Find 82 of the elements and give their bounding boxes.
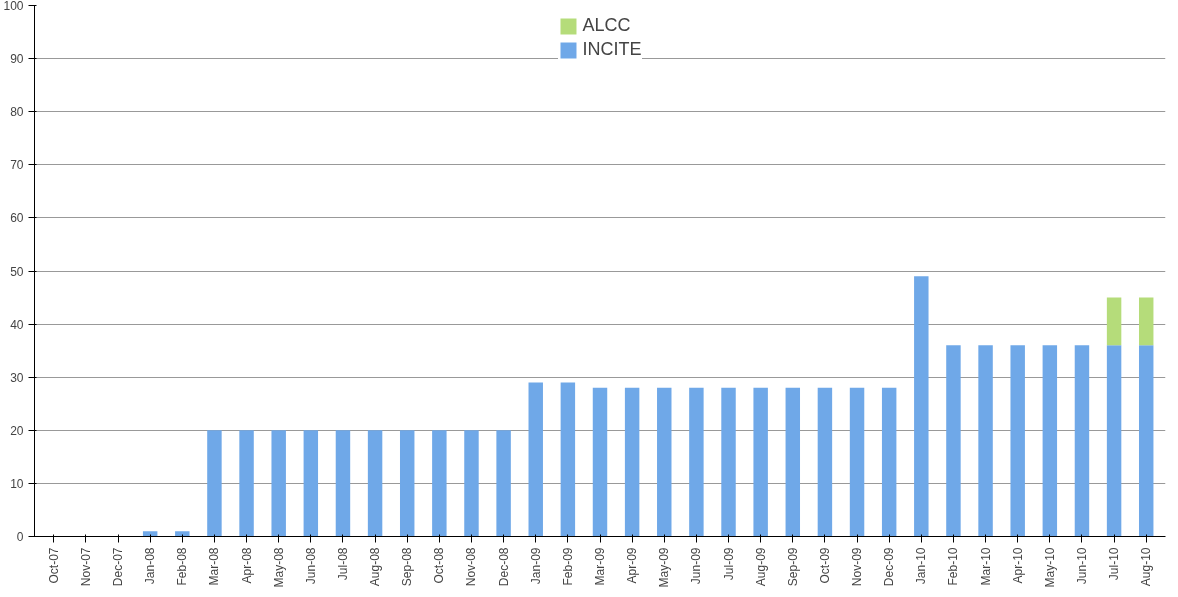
x-tick-label: Aug-08 (368, 547, 383, 587)
x-tick-label: Nov-07 (78, 547, 93, 587)
bar (303, 430, 319, 537)
x-tick-label: Jul-10 (1107, 547, 1122, 581)
bar (528, 382, 543, 537)
bar (785, 387, 801, 537)
x-tick-label: Sep-08 (400, 547, 415, 587)
x-tick-label: Jan-09 (528, 547, 543, 585)
x-tick-label: Dec-08 (496, 547, 511, 587)
x-tick-label: Dec-09 (882, 547, 897, 587)
x-tick-label: Apr-08 (239, 547, 254, 584)
x-tick-label: Aug-09 (753, 547, 768, 587)
bar (817, 387, 833, 537)
x-tick-label: Jun-08 (303, 547, 318, 585)
bar (271, 430, 286, 537)
bar (432, 430, 447, 537)
y-tick-label: 10 (10, 476, 24, 491)
y-tick-label: 80 (10, 105, 24, 120)
y-tick-label: 70 (10, 158, 24, 173)
bar (946, 345, 961, 537)
bar (914, 276, 929, 537)
x-tick-label: Aug-10 (1139, 547, 1154, 587)
bar (849, 387, 865, 537)
bar (689, 387, 704, 537)
x-tick-label: Jun-10 (1074, 547, 1089, 585)
bar (978, 345, 993, 537)
x-tick-label: Feb-08 (175, 547, 190, 586)
x-tick-label: Feb-10 (946, 547, 961, 586)
bar (560, 382, 576, 537)
bar (496, 430, 511, 537)
y-tick-label: 20 (10, 423, 24, 438)
x-tick-label: Jun-09 (689, 547, 704, 585)
y-tick-label: 40 (10, 317, 24, 332)
bar (335, 430, 351, 537)
bar (1106, 345, 1122, 537)
x-tick-label: Jul-09 (721, 547, 736, 581)
bar (367, 430, 383, 537)
x-tick-label: Jan-10 (914, 547, 929, 585)
bar (657, 387, 672, 537)
bar (1010, 345, 1025, 537)
y-tick-label: 50 (10, 264, 24, 279)
bar (1074, 345, 1090, 537)
bar (175, 531, 190, 537)
y-tick-label: 0 (16, 530, 24, 544)
bar (721, 387, 736, 537)
y-tick-label: 90 (10, 52, 24, 67)
x-tick-label: Oct-09 (817, 547, 832, 584)
x-tick-label: Jul-08 (335, 547, 350, 581)
x-tick-label: Mar-09 (593, 547, 607, 586)
legend-label: INCITE (582, 39, 642, 60)
x-tick-label: May-08 (271, 547, 286, 588)
x-tick-label: Oct-08 (432, 547, 447, 584)
x-tick-label: Apr-09 (625, 547, 640, 584)
bar (464, 430, 479, 537)
y-tick-label: 30 (10, 370, 24, 385)
x-tick-label: Feb-09 (560, 547, 575, 586)
bar (1042, 345, 1058, 537)
x-tick-label: May-10 (1042, 547, 1057, 588)
bar (753, 387, 768, 537)
y-tick-label: 60 (10, 211, 24, 226)
y-tick-label: 100 (3, 0, 24, 13)
bar (239, 430, 254, 537)
legend-label: ALCC (582, 15, 631, 36)
x-tick-label: Dec-07 (111, 547, 126, 587)
x-tick-label: Jan-08 (143, 547, 158, 585)
x-tick-label: Mar-08 (207, 547, 222, 586)
x-tick-label: Mar-10 (978, 547, 993, 586)
x-tick-label: Oct-07 (46, 547, 61, 584)
x-tick-label: May-09 (657, 547, 672, 588)
bar (881, 387, 897, 537)
x-tick-label: Apr-10 (1010, 547, 1025, 584)
bar (1138, 345, 1154, 537)
bar (1106, 297, 1122, 346)
x-tick-label: Nov-08 (464, 547, 479, 587)
x-tick-label: Sep-09 (785, 547, 800, 587)
bar (399, 430, 415, 537)
bar (142, 531, 158, 537)
x-tick-label: Nov-09 (850, 547, 865, 587)
bar (624, 387, 640, 537)
bar (207, 430, 222, 537)
bar (1138, 297, 1154, 346)
bar (592, 387, 608, 537)
